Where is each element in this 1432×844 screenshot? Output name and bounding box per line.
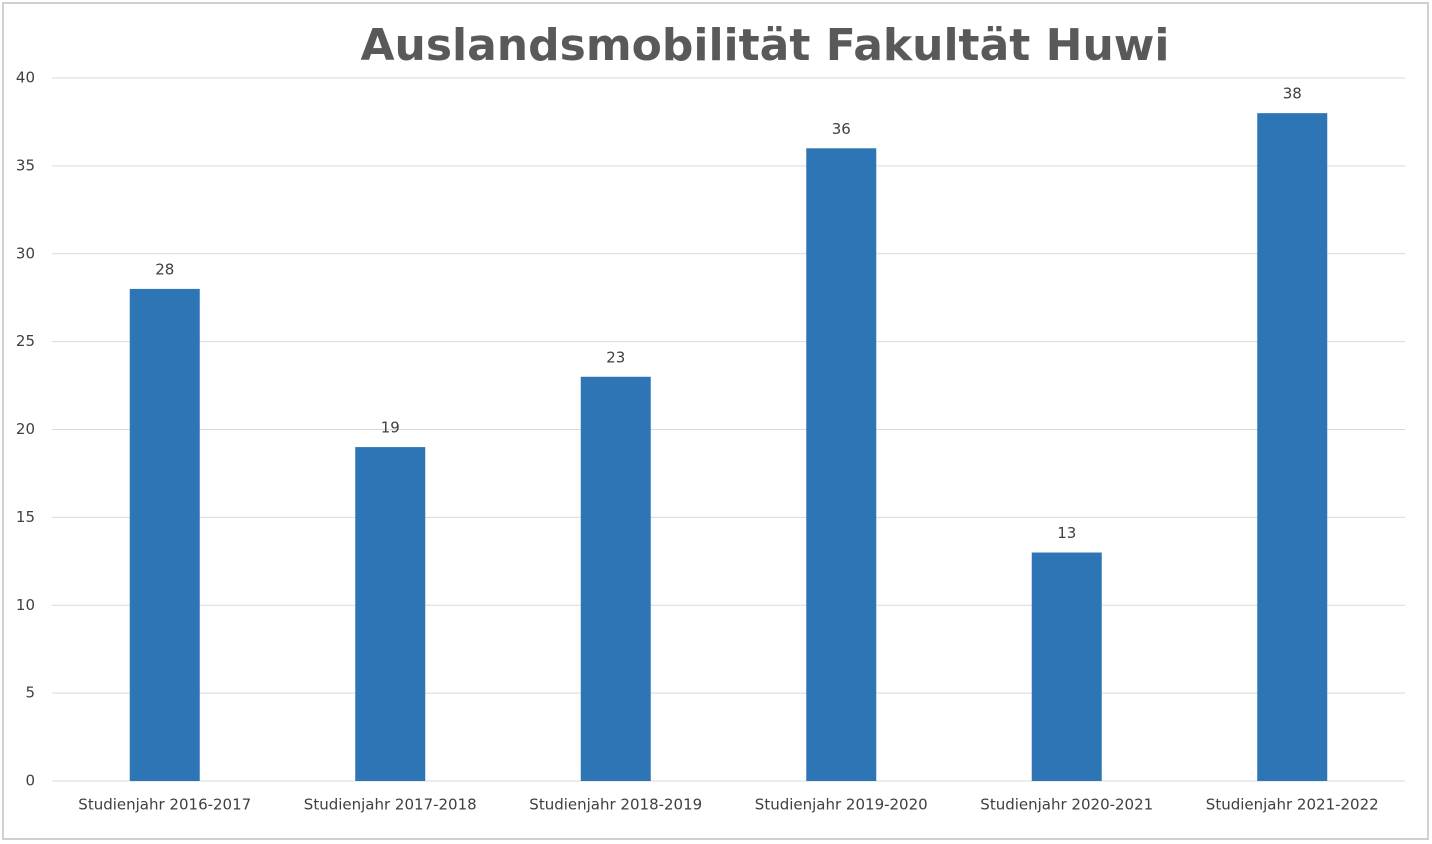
x-tick-label: Studienjahr 2016-2017: [78, 796, 251, 814]
y-tick-label: 25: [16, 332, 35, 350]
y-tick-label: 20: [16, 420, 35, 438]
chart-title: Auslandsmobilität Fakultät Huwi: [360, 20, 1169, 71]
y-tick-label: 10: [16, 596, 35, 614]
data-label: 38: [1283, 85, 1302, 103]
data-label: 19: [381, 419, 400, 437]
x-tick-label: Studienjahr 2019-2020: [755, 796, 928, 814]
x-tick-label: Studienjahr 2018-2019: [529, 796, 702, 814]
y-tick-label: 0: [25, 772, 35, 790]
data-label: 13: [1057, 524, 1076, 542]
data-label: 28: [155, 260, 174, 278]
y-tick-label: 15: [16, 508, 35, 526]
bar: [1031, 552, 1102, 781]
bar: [580, 376, 651, 781]
x-tick-label: Studienjahr 2017-2018: [304, 796, 477, 814]
bar: [806, 148, 877, 782]
data-label: 23: [606, 348, 625, 366]
bar: [355, 447, 426, 781]
bar: [129, 288, 200, 781]
y-tick-label: 5: [25, 684, 35, 702]
data-label: 36: [832, 120, 851, 138]
x-tick-label: Studienjahr 2020-2021: [980, 796, 1153, 814]
bar: [1257, 113, 1328, 781]
y-tick-label: 40: [16, 69, 35, 87]
y-tick-label: 35: [16, 156, 35, 174]
x-tick-label: Studienjahr 2021-2022: [1206, 796, 1379, 814]
y-tick-label: 30: [16, 244, 35, 262]
